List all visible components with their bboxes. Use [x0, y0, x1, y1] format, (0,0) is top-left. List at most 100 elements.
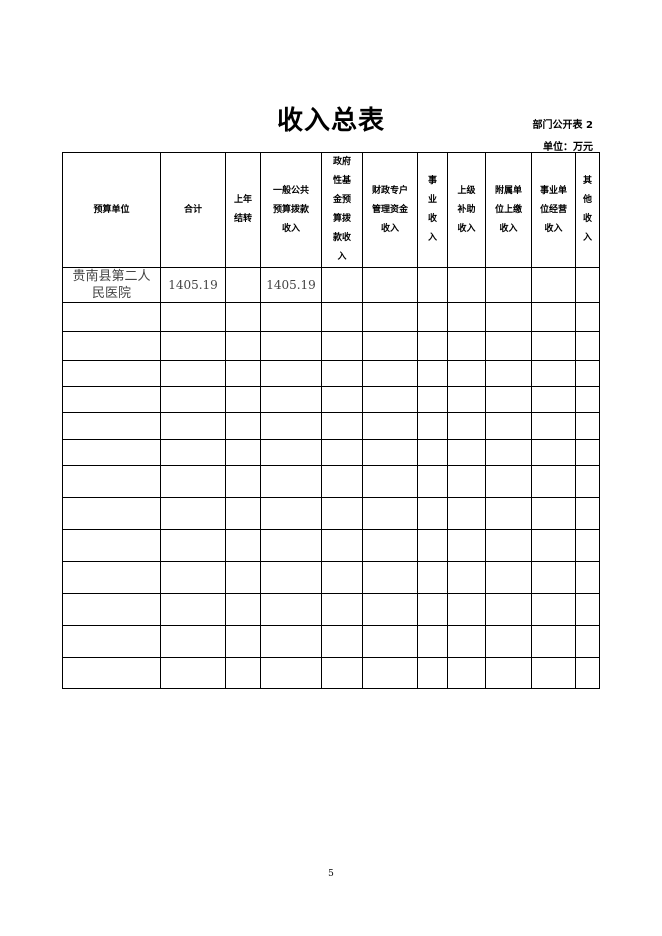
table-row: 贵南县第二人民医院 1405.19 1405.19: [62, 267, 600, 303]
table-cell: [362, 267, 418, 303]
table-cell: [447, 497, 486, 530]
income-table: 预算单位 合计 上年 结转 一般公共 预算拨款 收入 政府 性基 金预 算拨 款收 入财…: [62, 152, 600, 689]
table-cell: [62, 465, 161, 498]
table-cell: 1405.19: [160, 267, 226, 303]
table-cell: [417, 593, 448, 626]
table-cell: [417, 386, 448, 413]
table-cell: [447, 331, 486, 361]
table-row: [62, 561, 600, 594]
table-cell: [485, 302, 532, 332]
table-cell: [362, 625, 418, 658]
table-cell: [575, 465, 600, 498]
table-cell: [260, 302, 322, 332]
table-row: [62, 360, 600, 387]
table-cell: [62, 412, 161, 440]
table-cell: [417, 331, 448, 361]
table-cell: [417, 529, 448, 562]
table-cell: [225, 302, 261, 332]
table-cell: [531, 593, 576, 626]
column-header: 事 业 收 入: [417, 152, 448, 268]
table-tag: 部门公开表 2: [532, 120, 593, 131]
table-cell: [62, 497, 161, 530]
table-row: [62, 657, 600, 689]
table-cell: [160, 593, 226, 626]
table-cell: [447, 529, 486, 562]
table-cell: [362, 657, 418, 689]
table-cell: [160, 561, 226, 594]
table-cell: [447, 302, 486, 332]
table-cell: [260, 529, 322, 562]
table-cell: [485, 360, 532, 387]
table-row: [62, 465, 600, 498]
table-cell: [575, 386, 600, 413]
table-cell: [447, 593, 486, 626]
column-header: 一般公共 预算拨款 收入: [260, 152, 322, 268]
table-cell: [225, 625, 261, 658]
table-cell: [575, 529, 600, 562]
table-cell: [531, 267, 576, 303]
table-cell: [417, 267, 448, 303]
table-cell: 1405.19: [260, 267, 322, 303]
table-cell: [62, 561, 161, 594]
table-cell: [531, 439, 576, 466]
table-cell: [62, 529, 161, 562]
table-cell: [321, 386, 363, 413]
table-cell: [485, 386, 532, 413]
table-cell: [362, 529, 418, 562]
table-cell: [260, 593, 322, 626]
table-cell: [62, 331, 161, 361]
table-cell: [362, 302, 418, 332]
column-header: 财政专户 管理资金 收入: [362, 152, 418, 268]
table-cell: [575, 561, 600, 594]
column-header: 附属单 位上缴 收入: [485, 152, 532, 268]
table-row: [62, 497, 600, 530]
table-cell: [362, 439, 418, 466]
table-cell: [447, 625, 486, 658]
table-cell: [260, 439, 322, 466]
table-cell: [160, 439, 226, 466]
table-cell: [362, 386, 418, 413]
table-cell: [362, 465, 418, 498]
page-title: 收入总表: [276, 106, 385, 136]
table-cell: [160, 657, 226, 689]
table-cell: [485, 267, 532, 303]
table-row: [62, 439, 600, 466]
table-cell: [160, 331, 226, 361]
unit-label: 单位：万元: [543, 142, 593, 153]
table-cell: [485, 657, 532, 689]
table-cell: [321, 439, 363, 466]
table-cell: [417, 561, 448, 594]
table-row: [62, 302, 600, 332]
table-cell: [485, 497, 532, 530]
table-cell: [62, 360, 161, 387]
table-row: [62, 529, 600, 562]
table-cell: [417, 625, 448, 658]
table-cell: [260, 360, 322, 387]
column-header: 事业单 位经营 收入: [531, 152, 576, 268]
table-cell: [321, 360, 363, 387]
table-cell: [447, 386, 486, 413]
table-cell: [447, 657, 486, 689]
table-cell: [62, 593, 161, 626]
table-cell: [225, 267, 261, 303]
table-cell: [321, 593, 363, 626]
table-cell: [225, 412, 261, 440]
table-cell: [447, 412, 486, 440]
table-cell: [321, 267, 363, 303]
table-cell: [225, 386, 261, 413]
table-cell: [417, 360, 448, 387]
table-cell: [417, 302, 448, 332]
table-cell: [160, 465, 226, 498]
table-cell: [447, 267, 486, 303]
table-cell: [260, 497, 322, 530]
table-cell: [321, 412, 363, 440]
table-cell: [485, 412, 532, 440]
table-cell: [225, 439, 261, 466]
table-cell: [531, 412, 576, 440]
table-cell: [362, 331, 418, 361]
table-cell: [575, 439, 600, 466]
table-cell: [321, 302, 363, 332]
table-cell: [321, 561, 363, 594]
table-cell: [531, 497, 576, 530]
